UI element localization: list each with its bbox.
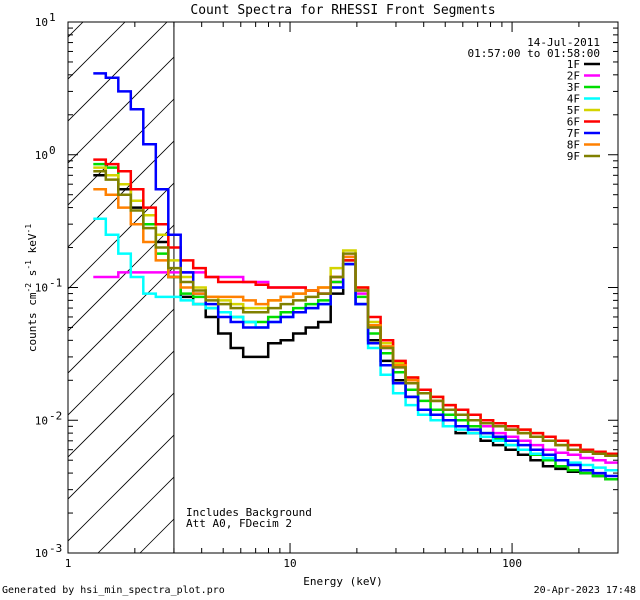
chart-title: Count Spectra for RHESSI Front Segments: [190, 3, 495, 18]
y-tick-exponent: -2: [49, 409, 62, 422]
y-tick-label: 10: [35, 414, 48, 427]
y-tick-label: 10: [35, 282, 48, 295]
y-tick-label: 10: [35, 149, 48, 162]
series-7F: [93, 72, 618, 478]
y-axis-label: counts cm-2 s-1 keV-1: [24, 224, 39, 352]
y-tick-exponent: 0: [49, 144, 56, 157]
y-label-exp: -1: [24, 260, 33, 270]
date-label: 14-Jul-2011: [527, 36, 600, 49]
legend-label-9F: 9F: [567, 150, 580, 163]
series-9F: [93, 170, 618, 458]
x-tick-label: 1: [65, 557, 72, 570]
legend-label-7F: 7F: [567, 127, 580, 140]
legend-label-5F: 5F: [567, 104, 580, 117]
legend-label-8F: 8F: [567, 139, 580, 152]
y-label-part: keV: [26, 233, 39, 260]
y-label-exp: -2: [24, 283, 33, 293]
series-group: [93, 72, 618, 481]
legend-label-3F: 3F: [567, 81, 580, 94]
hatch-line: [68, 22, 126, 80]
hatch-line: [68, 22, 168, 122]
annotation-background: Includes Background: [186, 506, 312, 519]
x-tick-label: 10: [283, 557, 296, 570]
legend-label-1F: 1F: [567, 58, 580, 71]
y-tick-exponent: -3: [49, 542, 62, 555]
legend-label-6F: 6F: [567, 116, 580, 129]
footer-generated-by: Generated by hsi_min_spectra_plot.pro: [2, 585, 225, 596]
y-label-exp: -1: [24, 224, 33, 234]
x-tick-label: 100: [502, 557, 522, 570]
time-range-label: 01:57:00 to 01:58:00: [468, 47, 600, 60]
x-axis-label: Energy (keV): [303, 575, 382, 588]
y-label-part: counts cm: [26, 292, 39, 352]
footer-timestamp: 20-Apr-2023 17:48: [533, 585, 636, 596]
y-tick-exponent: -1: [49, 277, 62, 290]
legend-label-4F: 4F: [567, 93, 580, 106]
y-label-part: s: [26, 270, 39, 283]
legend-label-2F: 2F: [567, 70, 580, 83]
y-tick-exponent: 1: [49, 11, 56, 24]
y-tick-label: 10: [35, 16, 48, 29]
y-tick-label: 10: [35, 547, 48, 560]
annotation-attenuator: Att A0, FDecim 2: [186, 517, 292, 530]
plot-area-mask: [173, 22, 618, 553]
